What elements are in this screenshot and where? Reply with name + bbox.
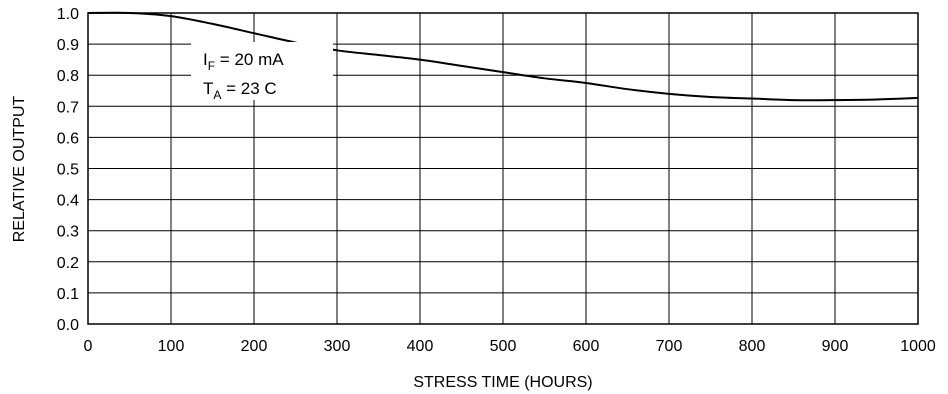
y-tick-labels: 0.0 0.1 0.2 0.3 0.4 0.5 0.6 0.7 0.8 0.9 1.0 [57,6,79,334]
x-tick-label: 800 [739,338,766,355]
x-axis-label: STRESS TIME (HOURS) [413,374,592,391]
x-tick-label: 500 [490,338,517,355]
x-tick-label: 100 [158,338,185,355]
y-tick-label: 1.0 [57,6,79,23]
y-tick-label: 0.1 [57,286,79,303]
plot-frame [87,12,919,325]
x-tick-label: 200 [241,338,268,355]
x-tick-label: 700 [656,338,683,355]
y-tick-label: 0.4 [57,193,79,210]
x-tick-label: 900 [822,338,849,355]
y-tick-label: 0.0 [57,317,79,334]
annotation-ambient-temperature: TA = 23 C [203,79,277,102]
annotation-box [191,42,333,100]
y-tick-label: 0.7 [57,99,79,116]
y-tick-label: 0.2 [57,255,79,272]
y-tick-label: 0.6 [57,130,79,147]
x-tick-label: 1000 [900,338,936,355]
y-tick-label: 0.8 [57,68,79,85]
annotation-forward-current: IF = 20 mA [203,50,284,73]
x-tick-label: 300 [324,338,351,355]
x-tick-label: 600 [573,338,600,355]
x-tick-labels: 0 100 200 300 400 500 600 700 800 900 1000 [84,338,936,355]
series-line [87,11,919,102]
x-tick-label: 0 [84,338,93,355]
y-tick-label: 0.5 [57,162,79,179]
y-axis-label: RELATIVE OUTPUT [11,96,28,243]
x-tick-label: 400 [407,338,434,355]
y-tick-label: 0.9 [57,37,79,54]
y-tick-label: 0.3 [57,224,79,241]
